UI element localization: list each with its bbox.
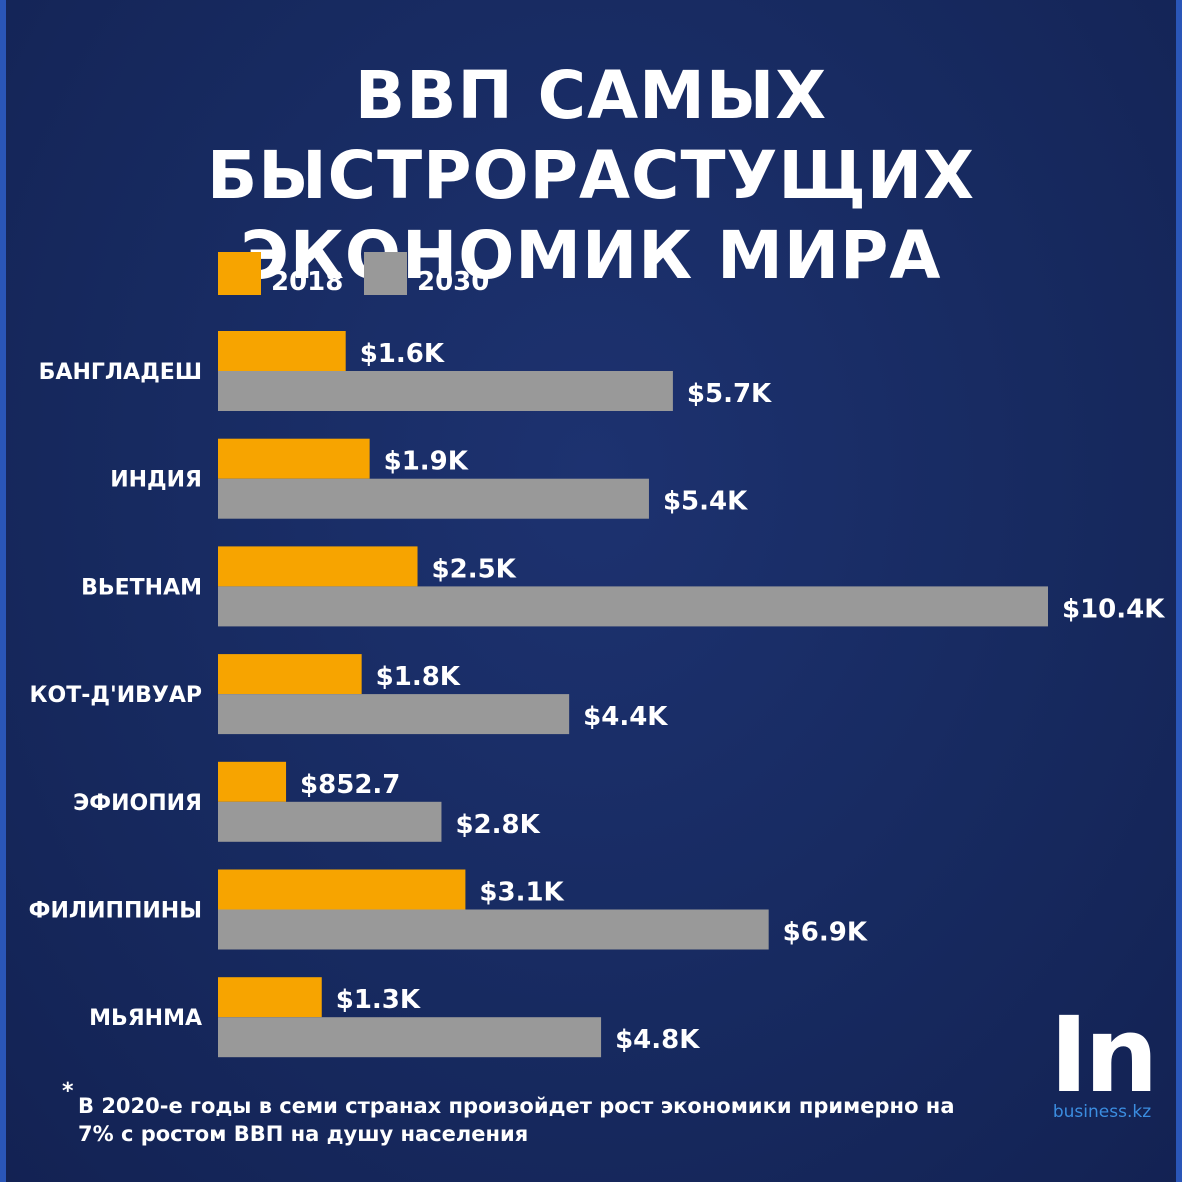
legend-swatch-2018 [218, 252, 261, 295]
category-label: ЭФИОПИЯ [73, 791, 202, 816]
bar-2030 [218, 371, 673, 411]
category-label: ИНДИЯ [110, 468, 202, 493]
value-label-2030: $5.4K [663, 487, 748, 517]
bar-2018 [218, 438, 370, 479]
bar-2030 [218, 801, 442, 842]
value-label-2018: $1.6K [360, 339, 445, 369]
logo-site: business.kz [1052, 1102, 1152, 1122]
value-label-2018: $2.5K [432, 554, 517, 584]
bar-group: ИНДИЯ $1.9K $5.4K [110, 438, 748, 519]
value-label-2018: $1.8K [376, 662, 461, 692]
value-label-2030: $2.8K [455, 810, 540, 840]
category-label: ВЬЕТНАМ [81, 575, 202, 600]
legend-swatch-2030 [364, 252, 407, 295]
value-label-2030: $4.4K [583, 702, 668, 732]
footnote-marker: * [62, 1079, 74, 1104]
value-label-2018: $1.3K [336, 985, 421, 1015]
bar-group: ЭФИОПИЯ $852.7 $2.8K [73, 761, 541, 842]
value-label-2030: $5.7K [687, 379, 772, 409]
bar-group: БАНГЛАДЕШ $1.6K $5.7K [39, 331, 772, 411]
legend-label-2030: 2030 [417, 267, 490, 297]
title-line-2: ЭКОНОМИК МИРА [240, 217, 942, 294]
value-label-2030: $6.9K [783, 918, 868, 948]
value-label-2018: $1.9K [384, 447, 469, 477]
bar-2018 [218, 331, 346, 371]
category-label: МЬЯНМА [89, 1006, 202, 1031]
value-label-2018: $852.7 [300, 770, 400, 800]
legend-label-2018: 2018 [271, 267, 344, 297]
bar-2018 [218, 761, 287, 802]
value-label-2030: $10.4K [1062, 594, 1165, 624]
logo-mark: In [1049, 994, 1159, 1116]
bar-2030 [218, 909, 769, 950]
bar-group: ФИЛИППИНЫ $3.1K $6.9K [29, 869, 868, 950]
bar-2018 [218, 869, 466, 910]
business-kz-logo: In business.kz [1046, 994, 1159, 1138]
chart-title: ВВП САМЫХ БЫСТРОРАСТУЩИХ ЭКОНОМИК МИРА [6, 56, 1176, 296]
bar-group: ВЬЕТНАМ $2.5K $10.4K [81, 546, 1165, 627]
value-label-2018: $3.1K [479, 878, 564, 908]
bar-2018 [218, 654, 362, 695]
footnote-text: В 2020-е годы в семи странах произойдет … [78, 1094, 955, 1146]
bar-group: КОТ-Д'ИВУАР $1.8K $4.4K [30, 654, 668, 735]
bar-group: МЬЯНМА $1.3K $4.8K [89, 977, 700, 1058]
bar-chart: БАНГЛАДЕШ $1.6K $5.7K ИНДИЯ $1.9K $5.4K ВЬЕТНА… [29, 331, 1165, 1058]
value-label-2030: $4.8K [615, 1025, 700, 1055]
bar-2018 [218, 977, 322, 1018]
bar-2030 [218, 1017, 602, 1058]
category-label: КОТ-Д'ИВУАР [30, 683, 202, 708]
bar-2018 [218, 546, 418, 587]
category-label: БАНГЛАДЕШ [39, 360, 202, 385]
title-line-1: ВВП САМЫХ БЫСТРОРАСТУЩИХ [206, 57, 976, 214]
category-label: ФИЛИППИНЫ [29, 899, 202, 924]
bar-2030 [218, 586, 1048, 627]
bar-2030 [218, 478, 649, 519]
bar-2030 [218, 694, 570, 735]
